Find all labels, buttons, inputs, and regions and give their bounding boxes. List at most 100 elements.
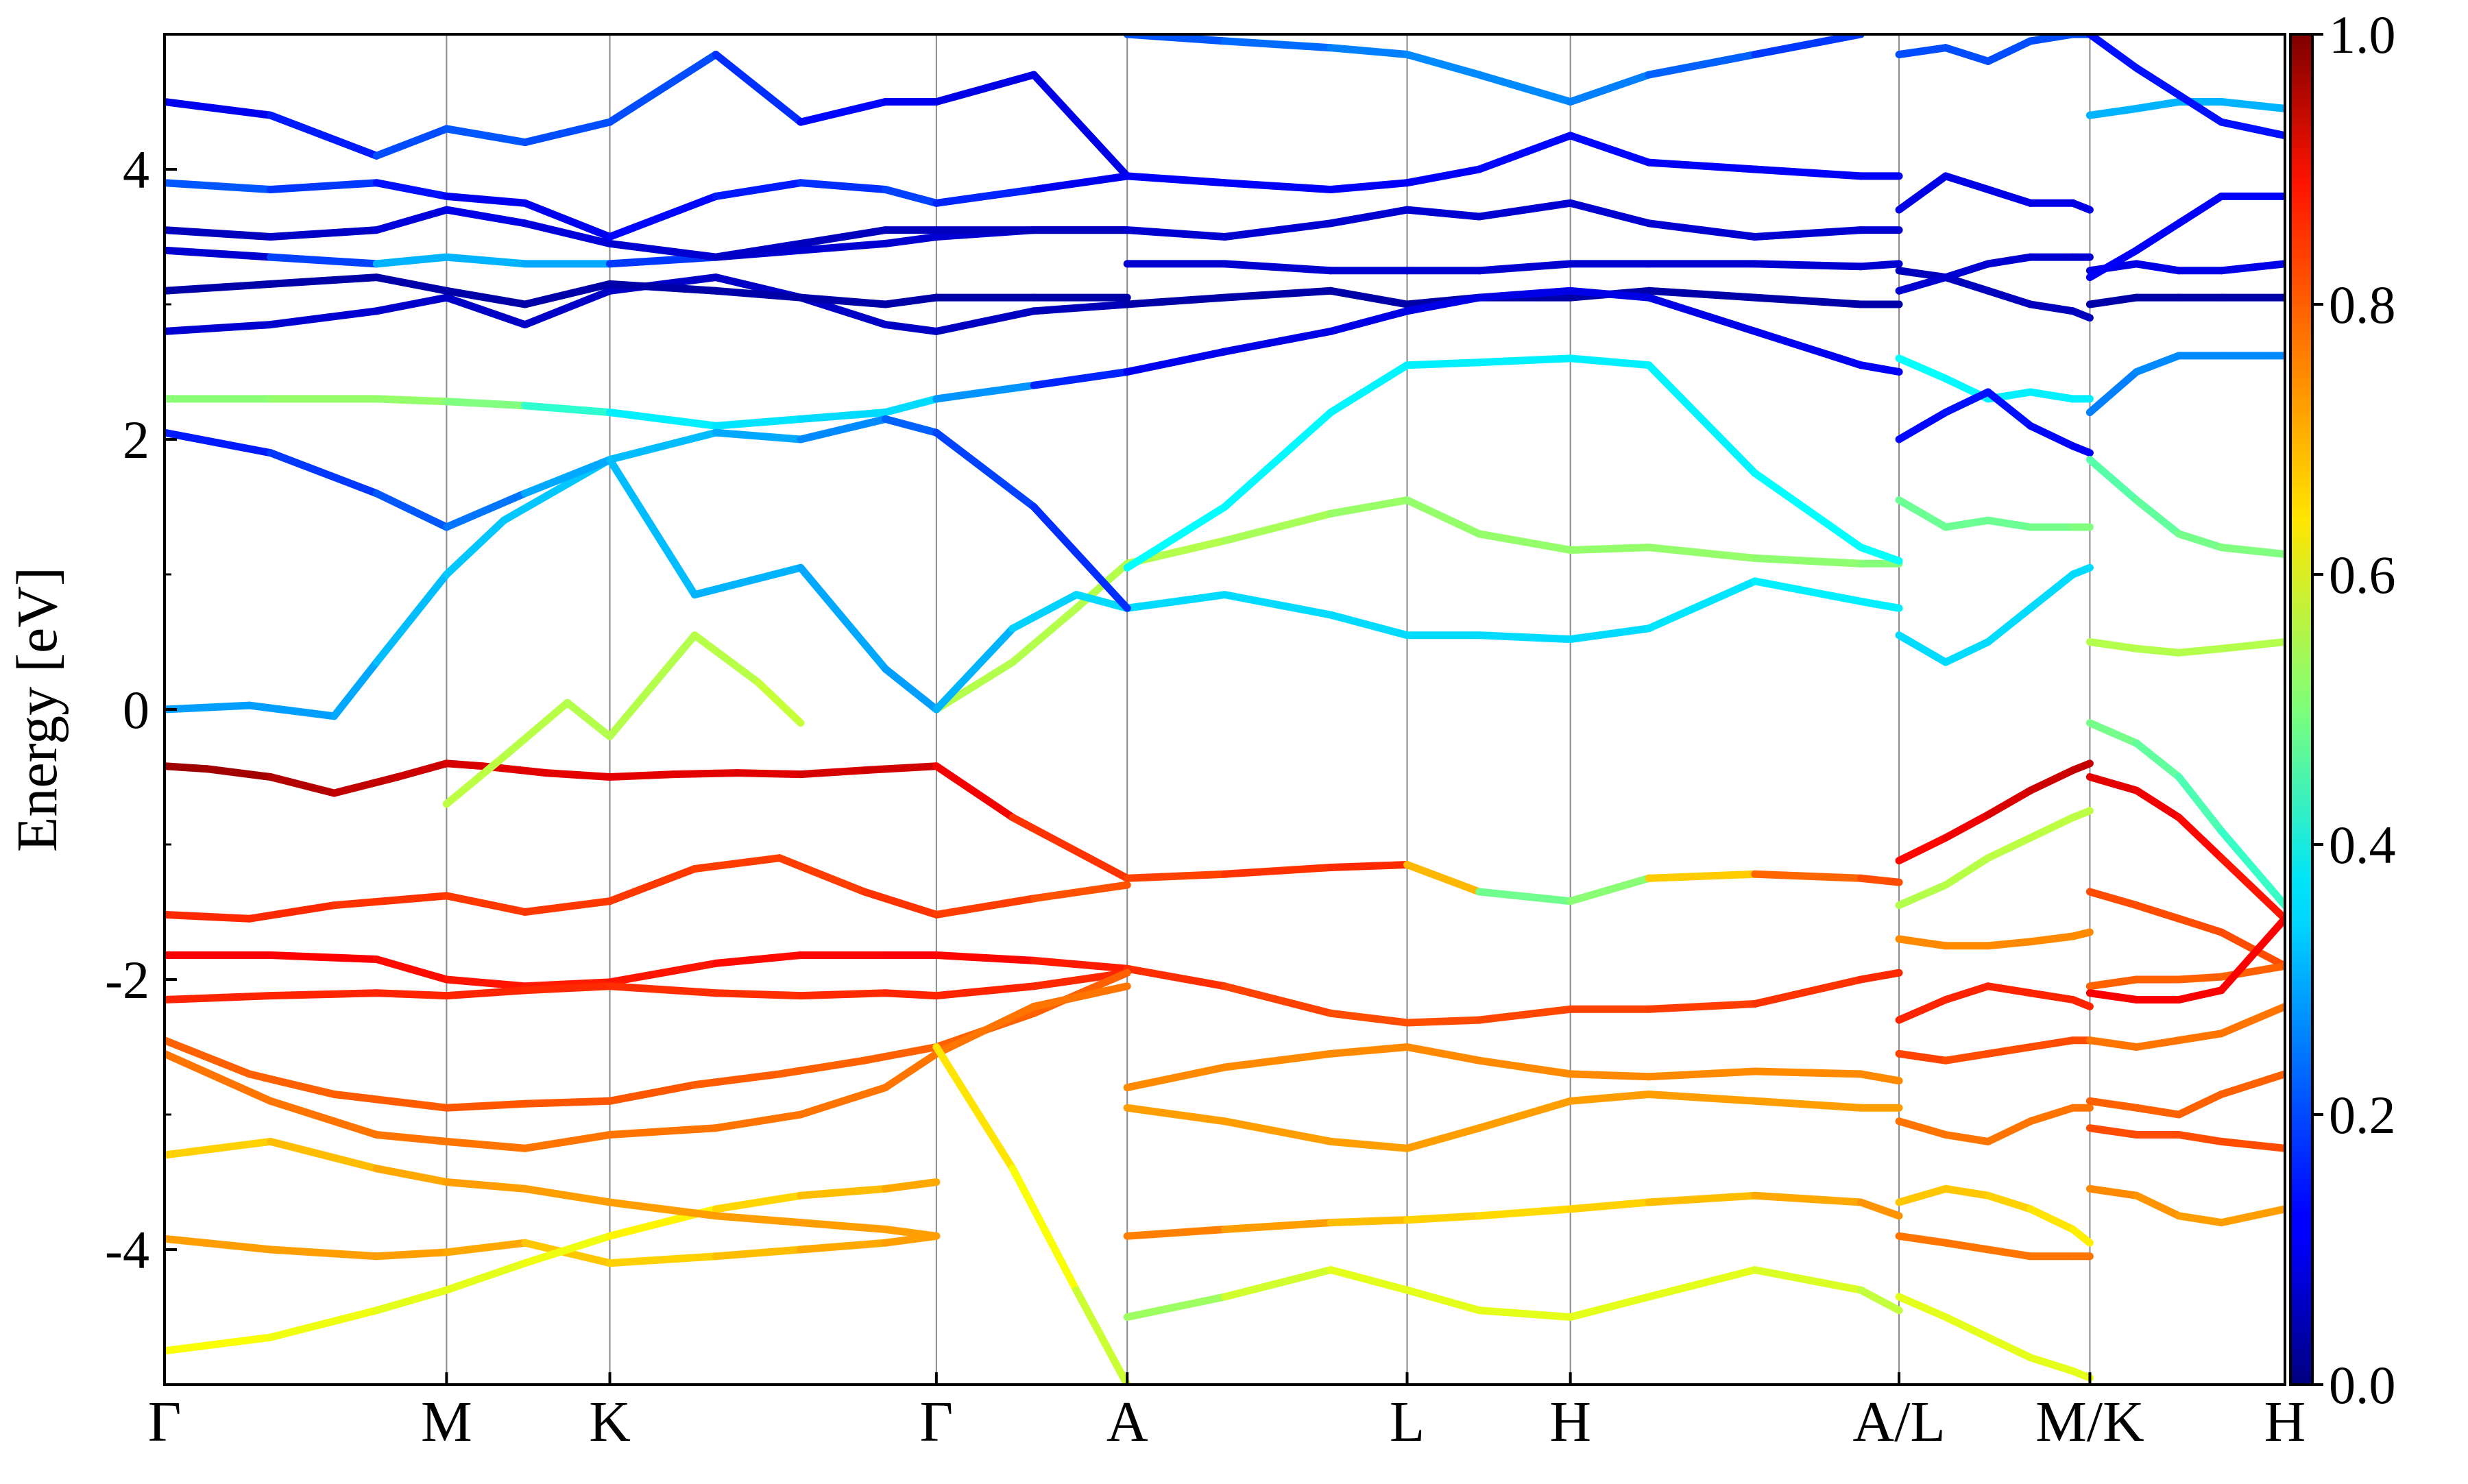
band-segment <box>1751 293 1865 308</box>
band <box>165 368 1131 430</box>
band-segment <box>1645 287 1759 302</box>
band-segment <box>1566 624 1653 644</box>
band-segment <box>1475 1306 1575 1321</box>
band-segment <box>1566 199 1653 228</box>
band-segment <box>1030 969 1131 990</box>
plot-background <box>165 34 2285 1385</box>
band-segment <box>1941 1131 1992 1145</box>
band-segment <box>1751 1191 1865 1206</box>
band-segment <box>2217 118 2285 140</box>
band-segment <box>2175 91 2225 126</box>
band-segment <box>372 273 450 295</box>
band-segment <box>1895 881 1950 910</box>
band-segment <box>372 179 450 200</box>
band <box>1123 132 1903 193</box>
band <box>165 456 1131 720</box>
band-segment <box>267 307 380 329</box>
band-segment <box>712 1191 805 1213</box>
band-segment <box>372 253 450 268</box>
band-segment <box>442 1178 529 1193</box>
band <box>1123 577 1903 644</box>
band-segment <box>2069 807 2094 822</box>
band-segment <box>1566 1293 1653 1321</box>
band-segment <box>1008 814 1131 882</box>
colorbar: 0.0 0.2 0.4 0.6 0.8 1.0 <box>2289 5 2396 1415</box>
band-segment <box>1984 982 2035 997</box>
x-tick-label: K <box>589 1390 631 1454</box>
band <box>1123 1091 1903 1152</box>
band-segment <box>1984 388 2035 430</box>
band-segment <box>2069 442 2094 457</box>
band-segment <box>2133 219 2183 254</box>
band-segment <box>1645 1191 1759 1206</box>
band-segment <box>2027 814 2077 842</box>
band-segment <box>1984 1043 2035 1058</box>
band-segment <box>882 321 941 335</box>
band-segment <box>1984 1245 2035 1261</box>
x-tick-label: M/K <box>2035 1390 2144 1454</box>
band-segment <box>2069 928 2094 940</box>
colorbar-tick-label: 1.0 <box>2329 5 2396 64</box>
band-segment <box>932 307 1038 335</box>
band-segment <box>2175 986 2225 1003</box>
band-segment <box>1941 44 1992 65</box>
colorbar-tick-label: 0.8 <box>2329 275 2396 334</box>
band-segment <box>165 992 275 1003</box>
band-segment <box>1645 1067 1759 1081</box>
band-segment <box>1566 132 1653 167</box>
band-segment <box>521 402 614 417</box>
band-segment <box>521 219 614 247</box>
band-segment <box>606 959 720 986</box>
band-segment <box>1941 1184 1992 1200</box>
band-segment <box>712 287 805 302</box>
band-segment <box>882 186 941 207</box>
band-segment <box>797 409 890 423</box>
band-segment <box>1221 260 1335 275</box>
band <box>2085 638 2285 657</box>
band-segment <box>1123 293 1229 308</box>
band-segment <box>1941 172 1992 193</box>
band-segment <box>1984 786 2035 819</box>
band-segment <box>1984 1117 2035 1145</box>
band-segment <box>1030 956 1131 973</box>
band-segment <box>1984 186 2035 207</box>
band-segment <box>1645 870 1759 882</box>
band <box>1895 982 2094 1024</box>
band-segment <box>797 415 890 443</box>
band <box>1895 1184 2094 1247</box>
y-axis: -4 -2 0 2 4 <box>105 33 177 1386</box>
band-segment <box>1566 544 1653 554</box>
band-segment <box>245 1070 338 1098</box>
band-segment <box>1030 71 1131 180</box>
band-segment <box>521 1097 614 1108</box>
band-segment <box>442 1099 529 1112</box>
band-segment <box>2085 1036 2140 1051</box>
band-segment <box>1751 975 1865 1008</box>
band-segment <box>1327 287 1411 308</box>
band-segment <box>2085 1124 2140 1139</box>
colorbar-scale <box>2289 33 2314 1386</box>
band-segment <box>2133 739 2183 781</box>
band-segment <box>245 701 338 720</box>
band-segment <box>1123 964 1229 990</box>
band-segment <box>2027 1036 2077 1051</box>
band-segment <box>2027 932 2077 946</box>
band-segment <box>1751 260 1865 271</box>
band-segment <box>2085 719 2140 747</box>
band-segment <box>1327 611 1411 640</box>
band <box>1895 928 2094 950</box>
band-segment <box>442 293 529 329</box>
band-segment <box>267 253 380 268</box>
band-segment <box>882 989 941 1000</box>
band-segment <box>712 1212 805 1227</box>
band-segment <box>775 854 869 896</box>
band-segment <box>882 233 941 247</box>
band-segment <box>1221 287 1335 302</box>
band-segment <box>1221 409 1335 511</box>
band-segment <box>1645 361 1759 477</box>
band-segment <box>1895 44 1950 58</box>
band-segment <box>2085 975 2140 990</box>
band <box>1403 496 1903 568</box>
band-segment <box>932 71 1038 106</box>
band <box>442 631 805 808</box>
